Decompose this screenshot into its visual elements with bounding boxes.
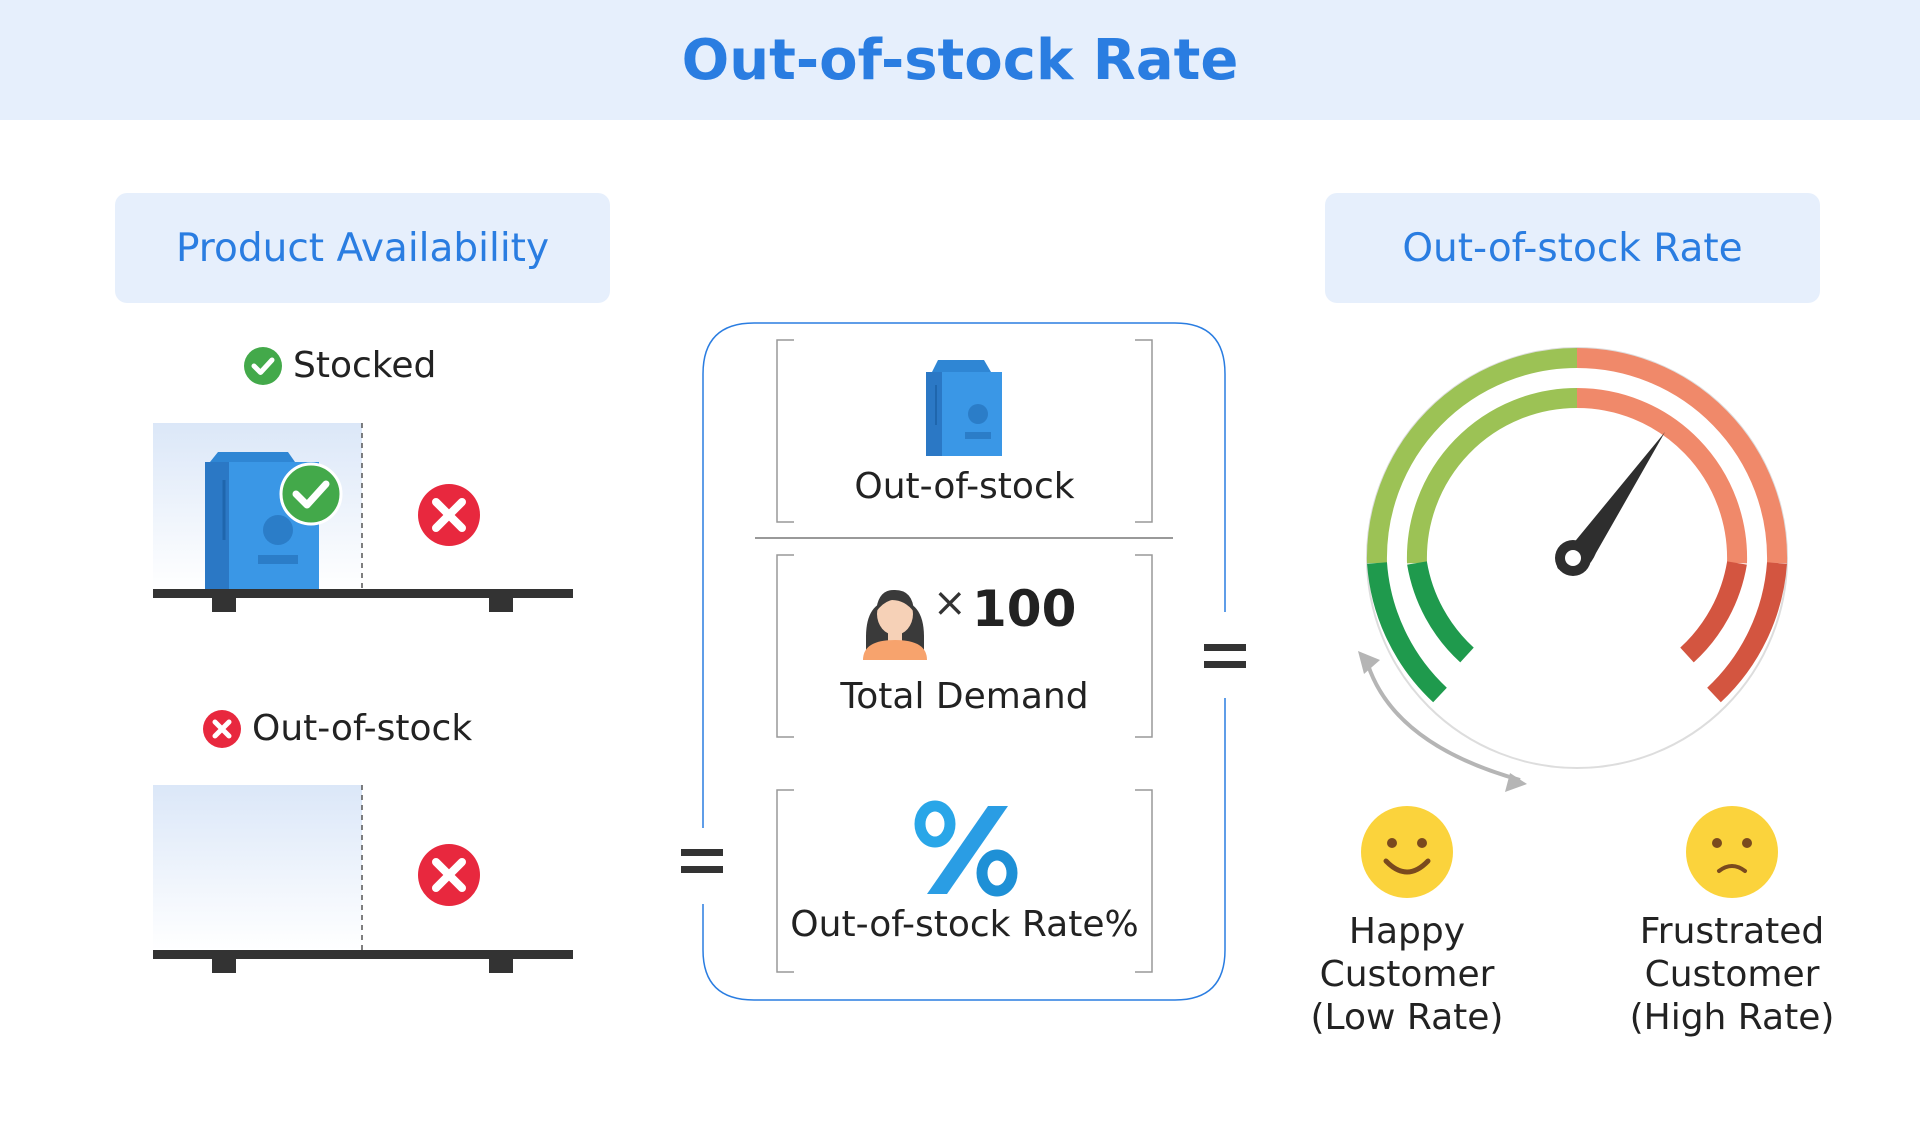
happy-caption-line-1: Happy [1348, 911, 1466, 952]
frustrated-caption-line-1: Frustrated [1639, 911, 1825, 952]
formula-outline [702, 322, 1226, 1001]
shelf-board [153, 589, 573, 598]
gauge-inner-red-arc [1576, 388, 1748, 564]
frustrated-caption-line-3: (High Rate) [1629, 997, 1835, 1038]
gauge-outer-dark-red-arc [1707, 562, 1787, 703]
gauge-needle [1556, 432, 1665, 572]
cross-circle-icon [418, 844, 480, 906]
denominator-label: Total Demand [840, 676, 1089, 717]
percent-icon [914, 800, 1018, 897]
happy-face-icon [1361, 806, 1453, 898]
bracket-set-middle [776, 554, 1153, 738]
stocked-status: Stocked [243, 345, 436, 386]
stocked-shelf-illustration [153, 423, 573, 612]
gauge-outer-dark-green-arc [1367, 562, 1447, 703]
gauge-outer-red-arc [1576, 348, 1788, 564]
product-availability-heading-text: Product Availability [175, 225, 550, 271]
out-of-stock-label: Out-of-stock [252, 708, 473, 749]
gauge-outer-green-arc [1366, 348, 1578, 564]
product-box-icon [205, 452, 319, 589]
header-band [0, 0, 1920, 120]
gauge-inner-green-arc [1406, 388, 1578, 564]
shelf-slot-background [153, 785, 362, 951]
gauge-inner-dark-green-arc [1407, 561, 1474, 663]
bracket-set-bottom [776, 789, 1153, 973]
empty-shelf-illustration [153, 785, 573, 973]
cross-circle-icon [203, 709, 241, 748]
gauge-inner-dark-red-arc [1680, 561, 1747, 663]
bracket-set-top [776, 339, 1153, 523]
product-availability-heading: Product Availability [115, 193, 610, 303]
check-circle-icon [279, 462, 343, 526]
out-of-stock-rate-heading-text: Out-of-stock Rate [1402, 225, 1743, 271]
page-title: Out-of-stock Rate [681, 27, 1239, 93]
rate-gauge [1358, 347, 1788, 792]
frustrated-caption-line-2: Customer [1644, 954, 1820, 995]
cross-circle-icon [418, 484, 480, 546]
check-circle-icon [244, 346, 282, 385]
frustrated-face-icon [1686, 806, 1778, 898]
product-box-icon [926, 360, 1002, 456]
out-of-stock-status: Out-of-stock [202, 708, 472, 749]
multiplier-value: 100 [972, 580, 1077, 638]
stocked-label: Stocked [293, 345, 437, 386]
happy-customer-caption: Happy Customer (Low Rate) [1297, 910, 1517, 1039]
happy-caption-line-2: Customer [1319, 954, 1495, 995]
happy-caption-line-3: (Low Rate) [1310, 997, 1504, 1038]
customer-avatar-icon [863, 589, 927, 660]
double-arrow-icon [1358, 651, 1527, 792]
equals-sign-left [681, 849, 723, 873]
times-symbol: × [933, 580, 967, 626]
out-of-stock-rate-heading: Out-of-stock Rate [1325, 193, 1820, 303]
equals-sign-right [1204, 644, 1246, 668]
result-label: Out-of-stock Rate% [790, 904, 1139, 945]
shelf-board [153, 950, 573, 959]
numerator-label: Out-of-stock [854, 466, 1075, 507]
frustrated-customer-caption: Frustrated Customer (High Rate) [1612, 910, 1852, 1039]
